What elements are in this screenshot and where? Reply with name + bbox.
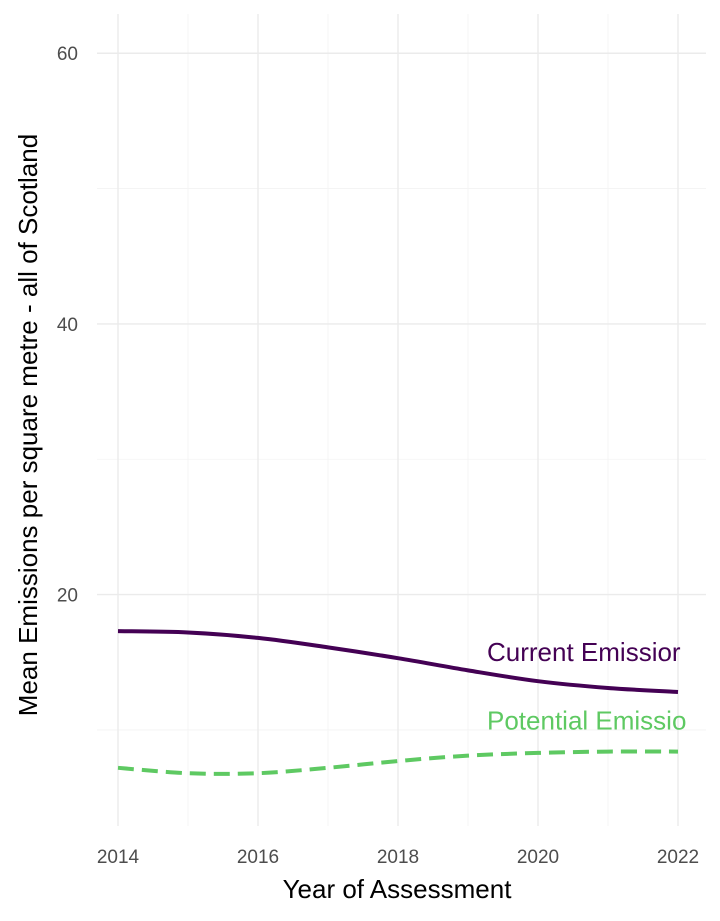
minor-gridlines — [97, 14, 706, 826]
x-axis-title: Year of Assessment — [283, 874, 513, 904]
current-emissions-label: Current Emissior — [487, 637, 681, 667]
x-tick-label: 2020 — [517, 847, 559, 868]
x-tick-label: 2022 — [657, 847, 699, 868]
y-tick-label: 40 — [57, 315, 78, 336]
x-tick-label: 2018 — [377, 847, 419, 868]
series-labels: Current Emissior Potential Emissio — [487, 637, 686, 736]
series-lines — [117, 629, 679, 776]
current-emissions-line — [117, 629, 679, 695]
y-tick-label: 60 — [57, 44, 78, 65]
potential-emissions-label: Potential Emissio — [487, 706, 686, 736]
x-tick-label: 2014 — [97, 847, 140, 868]
y-axis-title: Mean Emissions per square metre - all of… — [13, 134, 43, 716]
major-gridlines — [97, 14, 706, 826]
x-axis-ticks: 2014 2016 2018 2020 2022 — [97, 847, 699, 868]
y-axis-ticks: 20 40 60 — [57, 44, 78, 606]
x-tick-label: 2016 — [237, 847, 279, 868]
y-tick-label: 20 — [57, 586, 78, 607]
potential-emissions-line — [117, 749, 679, 776]
